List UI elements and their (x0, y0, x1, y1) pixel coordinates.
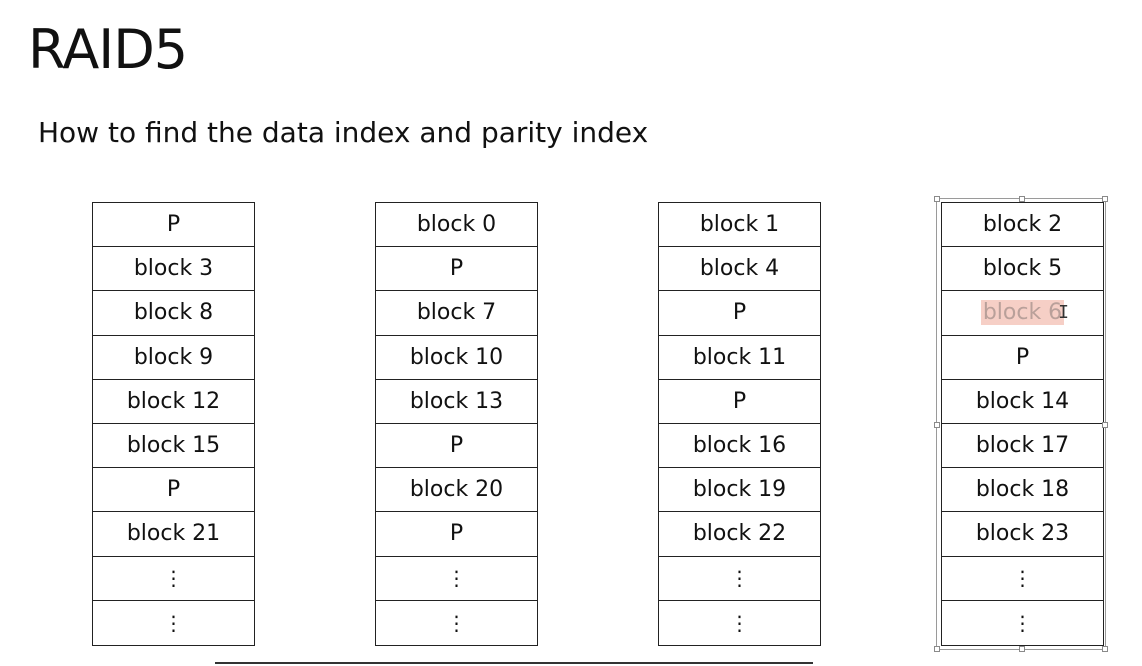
cell-label: P (1015, 344, 1030, 370)
cell-label: block 16 (692, 433, 787, 459)
ellipsis-cell[interactable]: ⋮ (942, 601, 1103, 645)
cell-label: block 9 (133, 344, 214, 370)
slide-title[interactable]: RAID5 (28, 18, 188, 81)
ellipsis-cell[interactable]: ⋮ (376, 557, 537, 601)
data-block-cell[interactable]: block 23 (942, 512, 1103, 557)
ellipsis-cell[interactable]: ⋮ (376, 601, 537, 645)
cell-label: ⋮ (1012, 610, 1033, 635)
data-block-cell[interactable]: block 21 (93, 512, 254, 557)
cell-label: ⋮ (729, 566, 750, 591)
data-block-cell[interactable]: block 4 (659, 247, 820, 292)
cell-label: block 23 (975, 521, 1070, 547)
cell-label: block 4 (699, 256, 780, 282)
data-block-cell[interactable]: block 9 (93, 336, 254, 380)
ellipsis-cell[interactable]: ⋮ (659, 557, 820, 601)
resize-handle-top-left[interactable] (934, 196, 940, 202)
cell-label: block 15 (126, 433, 221, 459)
cell-label: P (732, 388, 747, 414)
data-block-cell[interactable]: block 0 (376, 203, 537, 248)
data-block-cell[interactable]: block 10 (376, 336, 537, 380)
cell-label: P (449, 433, 464, 459)
cell-label: block 20 (409, 477, 504, 503)
data-block-cell[interactable]: block 5 (942, 247, 1103, 292)
parity-cell[interactable]: P (942, 336, 1103, 380)
cell-label: ⋮ (1012, 566, 1033, 591)
data-block-cell[interactable]: block 7 (376, 291, 537, 336)
data-block-cell[interactable]: block 16 (659, 424, 820, 469)
cell-label: block 14 (975, 388, 1070, 414)
data-block-cell[interactable]: block 14 (942, 380, 1103, 424)
cell-label: block 12 (126, 388, 221, 414)
cell-label: block 5 (982, 256, 1063, 282)
data-block-cell[interactable]: block 19 (659, 468, 820, 513)
resize-handle-bottom-right[interactable] (1102, 646, 1108, 652)
resize-handle-bottom-left[interactable] (934, 646, 940, 652)
parity-cell[interactable]: P (376, 247, 537, 292)
cell-label: block 11 (692, 344, 787, 370)
cell-label: block 7 (416, 300, 497, 326)
cell-label: block 10 (409, 344, 504, 370)
parity-cell[interactable]: P (659, 291, 820, 336)
parity-cell[interactable]: P (93, 203, 254, 248)
data-block-cell[interactable]: block 8 (93, 291, 254, 336)
cell-label: P (166, 212, 181, 238)
ellipsis-cell[interactable]: ⋮ (93, 601, 254, 645)
data-block-cell[interactable]: block 1 (659, 203, 820, 248)
parity-cell[interactable]: P (376, 512, 537, 557)
cell-label: block 22 (692, 521, 787, 547)
cell-label: block 2 (982, 212, 1063, 238)
data-block-cell[interactable]: block 11 (659, 336, 820, 380)
data-block-cell[interactable]: block 18 (942, 468, 1103, 513)
cell-label: block 19 (692, 477, 787, 503)
cell-label: P (166, 477, 181, 503)
cell-label: block 21 (126, 521, 221, 547)
cell-label: block 17 (975, 433, 1070, 459)
cell-label: ⋮ (446, 566, 467, 591)
parity-cell[interactable]: P (659, 380, 820, 424)
parity-cell[interactable]: P (93, 468, 254, 513)
cell-label: ⋮ (446, 610, 467, 635)
cell-label: block 18 (975, 477, 1070, 503)
data-block-cell[interactable]: block 22 (659, 512, 820, 557)
cell-label: P (449, 256, 464, 282)
cell-label: block 6 (980, 300, 1065, 326)
text-cursor-icon: I (1058, 302, 1069, 324)
data-block-cell[interactable]: block 20 (376, 468, 537, 513)
resize-handle-left[interactable] (934, 422, 940, 428)
data-block-cell[interactable]: block 3 (93, 247, 254, 292)
cell-label: block 8 (133, 300, 214, 326)
cell-label: block 0 (416, 212, 497, 238)
data-block-cell[interactable]: block 2 (942, 203, 1103, 248)
cell-label: block 13 (409, 388, 504, 414)
slide-subtitle[interactable]: How to find the data index and parity in… (38, 116, 649, 149)
cell-label: ⋮ (163, 566, 184, 591)
parity-cell[interactable]: P (376, 424, 537, 469)
resize-handle-bottom[interactable] (1019, 646, 1025, 652)
footer-divider (215, 662, 813, 664)
cell-label: ⋮ (163, 610, 184, 635)
ellipsis-cell[interactable]: ⋮ (93, 557, 254, 601)
ellipsis-cell[interactable]: ⋮ (942, 557, 1103, 601)
cell-label: block 1 (699, 212, 780, 238)
ellipsis-cell[interactable]: ⋮ (659, 601, 820, 645)
cell-label: block 3 (133, 256, 214, 282)
cell-label: ⋮ (729, 610, 750, 635)
data-block-cell[interactable]: block 12 (93, 380, 254, 424)
data-block-cell[interactable]: block 15 (93, 424, 254, 469)
data-block-cell[interactable]: block 13 (376, 380, 537, 424)
cell-label: P (732, 300, 747, 326)
data-block-cell[interactable]: block 17 (942, 424, 1103, 469)
cell-label: P (449, 521, 464, 547)
